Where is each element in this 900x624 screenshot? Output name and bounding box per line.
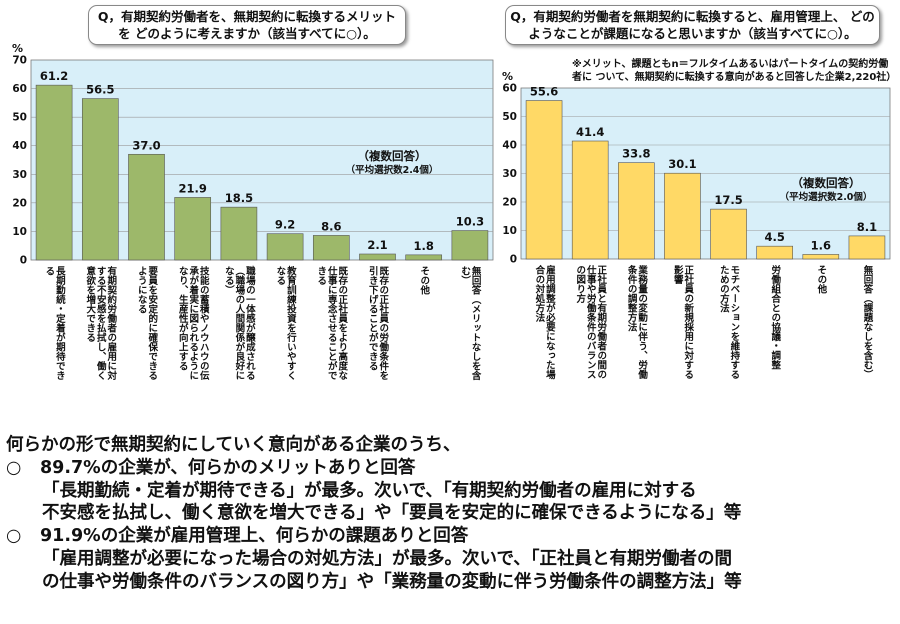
bar (81, 98, 119, 261)
bar (848, 235, 886, 260)
x-category-label: 正社員の新規採用に対する影響 (672, 265, 695, 379)
x-category-label: 職場の一体感が醸成される（職場の人間関係が良好になる） (223, 265, 256, 380)
bar-value-label: 33.8 (622, 147, 650, 161)
x-category-label: 有期契約労働者の雇用に対する不安感を払拭し、働く意欲を増大できる (84, 265, 118, 381)
bar-value-label: 55.6 (530, 85, 558, 99)
bar-value-label: 1.6 (811, 238, 831, 252)
y-tick-label: 20 (502, 197, 517, 209)
y-tick-label: 0 (510, 254, 517, 266)
x-category-label: 労働組合との協議・調整 (769, 264, 782, 370)
bar (571, 140, 609, 260)
circle-bullet-icon: ○ (6, 457, 22, 478)
summary-point-2-detail-1: 「雇用調整が必要になった場合の対処方法」が最多。次いで、「正社員と有期労働者の間 (42, 548, 733, 569)
bar-value-label: 30.1 (668, 157, 696, 171)
bar (618, 162, 655, 260)
summary-point-1-detail-1: 「長期勤続・定着が期待できる」が最多。次いで、「有期契約労働者の雇用に対する (42, 480, 697, 501)
y-tick-label: 20 (12, 197, 27, 209)
bar (128, 153, 165, 261)
x-category-label: その他 (815, 265, 828, 294)
y-tick-label: 30 (12, 169, 27, 181)
bar (802, 254, 840, 260)
bar-value-label: 2.1 (367, 238, 387, 252)
right-question-box: Q，有期契約労働者を無期契約に転換すると、雇用管理上、 どのようなことが課題にな… (505, 5, 880, 45)
y-tick-label: 60 (502, 83, 517, 95)
bar-value-label: 37.0 (132, 138, 160, 152)
x-category-label: 雇用調整が必要になった場合の対処方法 (533, 264, 556, 380)
bar (35, 84, 73, 261)
left-question-box: Q，有期契約労働者を、無期契約に転換するメリットを どのように考えますか（該当す… (88, 5, 406, 45)
summary-intro: 何らかの形で無期契約にしていく意向がある企業のうち、 (6, 435, 461, 455)
x-category-label: 既存の正社員の労働条件を引き下げることができる (367, 265, 390, 380)
right-chart-panel: 0 10 20 30 40 50 60% 55.6 雇用調整が必要になった場合の対処方法 41.4… (500, 0, 900, 432)
bar-value-label: 1.8 (414, 239, 434, 253)
multiple-answer-annotation: （複数回答） (792, 176, 861, 190)
summary-point-1-text: 89.7%の企業が、何らかのメリットありと回答 (40, 457, 416, 478)
x-category-label: その他 (418, 266, 431, 295)
x-category-label: 技能の蓄積やノウハウの伝承が着実に図られるようになり、生産性が向上する (177, 265, 211, 381)
y-tick-label: 70 (12, 55, 27, 67)
multiple-answer-annotation: （複数回答） (358, 149, 427, 163)
y-tick-label: 10 (12, 226, 27, 238)
multiple-answer-annotation: （平均選択数2.4個） (346, 164, 439, 176)
bar (266, 233, 304, 261)
y-tick-label: 60 (12, 83, 27, 95)
bar-value-label: 8.6 (321, 219, 341, 233)
bar (359, 253, 396, 261)
summary-point-1-headline: ○ 89.7%の企業が、何らかのメリットありと回答 (6, 457, 896, 480)
bar-value-label: 56.5 (86, 83, 114, 97)
x-category-label: モチベーションを維持するための方法 (718, 265, 740, 379)
summary-point-2-detail-2: の仕事や労働条件のバランスの図り方」や「業務量の変動に伴う労働条件の調整方法」等 (42, 571, 742, 592)
bar (312, 235, 350, 261)
x-category-label: 無回答（メリットなしを含む） (459, 265, 482, 381)
bar (664, 172, 701, 260)
x-category-label: 長期勤続・定着が期待できる (43, 266, 66, 380)
summary-point-2-headline: ○ 91.9%の企業が雇用管理上、何らかの課題ありと回答 (6, 525, 896, 548)
bar-value-label: 17.5 (714, 193, 742, 207)
bar (525, 100, 563, 260)
issue-bar-chart: 0 10 20 30 40 50 60% 55.6 雇用調整が必要になった場合の対処方法 41.4… (502, 70, 891, 380)
x-category-label: 無回答（課題なしを含む） (861, 264, 874, 379)
bar (451, 230, 489, 261)
bar-value-label: 21.9 (179, 181, 207, 195)
bar (220, 206, 258, 261)
bar (174, 197, 212, 261)
y-axis-unit: % (12, 42, 23, 55)
bar-value-label: 4.5 (765, 230, 785, 244)
y-tick-label: 30 (502, 168, 517, 180)
summary-point-1-detail-2: 不安感を払拭し、働く意欲を増大できる」や「要員を安定的に確保できるようになる」等 (42, 503, 742, 524)
y-tick-label: 50 (502, 111, 517, 123)
circle-bullet-icon: ○ (6, 526, 22, 547)
y-tick-label: 0 (20, 255, 27, 267)
bar-value-label: 41.4 (576, 125, 604, 139)
y-tick-label: 10 (502, 225, 517, 237)
y-axis-unit: % (502, 70, 513, 83)
bar (756, 245, 793, 260)
bar (710, 208, 747, 260)
left-chart-panel: 0 10 20 30 40 50 60 70% 61.2 長期勤続・定着が期待できる 56.5 有期契… (0, 0, 497, 432)
y-tick-label: 40 (12, 140, 27, 152)
sample-note: ※メリット、課題ともn＝フルタイムあるいはパートタイムの契約労働者に ついて、無… (572, 59, 897, 83)
summary-point-2-text: 91.9%の企業が雇用管理上、何らかの課題ありと回答 (40, 526, 469, 547)
x-category-label: 業務量の変動に伴う、労働条件の調整方法 (626, 264, 649, 380)
bar-value-label: 8.1 (857, 220, 877, 234)
multiple-answer-annotation: （平均選択数2.0個） (780, 191, 873, 203)
merit-bar-chart: 0 10 20 30 40 50 60 70% 61.2 長期勤続・定着が期待できる 56.5 有期契… (12, 42, 494, 381)
bar (405, 254, 443, 261)
y-tick-label: 50 (12, 112, 27, 124)
x-category-label: 要員を安定的に確保できるようになる (136, 266, 159, 380)
bar-value-label: 18.5 (225, 191, 253, 205)
x-category-label: 正社員と有期労働者の間の仕事や労働条件のバランスの図り方 (574, 264, 608, 379)
summary-text: 何らかの形で無期契約にしていく意向がある企業のうち、 ○ 89.7%の企業が、何ら… (6, 434, 896, 594)
bar-value-label: 10.3 (456, 215, 484, 229)
x-category-label: 既存の正社員をより高度な仕事に専念させることができる (315, 265, 349, 381)
x-category-label: 教育訓練投資を行いやすくなる (274, 265, 297, 381)
bar-value-label: 9.2 (275, 218, 295, 232)
y-tick-label: 40 (502, 140, 517, 152)
bar-value-label: 61.2 (40, 69, 68, 83)
